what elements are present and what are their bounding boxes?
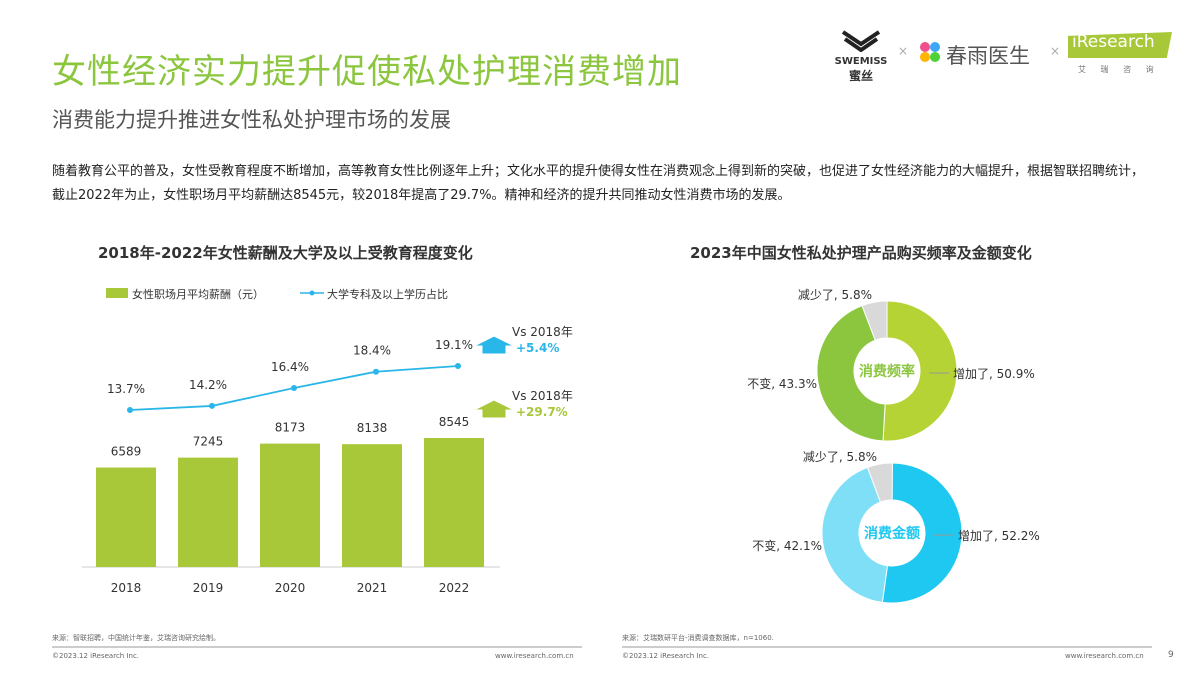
bar bbox=[424, 438, 484, 567]
bar-value-label: 6589 bbox=[111, 445, 142, 459]
donut-charts: 消费频率 增加了, 50.9% 不变, 43.3% 减少了, 5.8% 消费金额 增加了,… bbox=[747, 288, 1040, 604]
intro-paragraph: 随着教育公平的普及，女性受教育程度不断增加，高等教育女性比例逐年上升；文化水平的… bbox=[52, 164, 1145, 203]
separator: × bbox=[898, 44, 909, 58]
source-right: 来源：艾瑞数研平台-消费调查数据库，n=1060. bbox=[622, 634, 774, 642]
swemiss-text: SWEMISS bbox=[834, 56, 888, 67]
slice-label: 不变, 43.3% bbox=[747, 376, 817, 391]
iresearch-logo-text: iResearch bbox=[1072, 32, 1155, 52]
annotation-value: +29.7% bbox=[516, 405, 568, 419]
x-tick-label: 2020 bbox=[275, 581, 306, 595]
chunyu-logo-icon bbox=[918, 40, 942, 68]
x-tick-label: 2021 bbox=[357, 581, 388, 595]
divider bbox=[52, 646, 582, 648]
donut-slice bbox=[866, 462, 893, 503]
slice-label: 减少了, 5.8% bbox=[798, 288, 872, 302]
legend-swatch-bar bbox=[106, 288, 128, 298]
source-left: 来源：智联招聘，中国统计年鉴，艾瑞咨询研究绘制。 bbox=[52, 634, 220, 642]
donut-center-label: 消费频率 bbox=[859, 363, 915, 380]
line-value-label: 14.2% bbox=[189, 378, 227, 392]
x-tick-label: 2018 bbox=[111, 581, 142, 595]
legend-label-line: 大学专科及以上学历占比 bbox=[327, 287, 448, 301]
bar-chart-title: 2018年-2022年女性薪酬及大学及以上受教育程度变化 bbox=[98, 244, 473, 262]
swemiss-logo-icon bbox=[841, 30, 881, 53]
page-subtitle: 消费能力提升推进女性私处护理市场的发展 bbox=[52, 108, 451, 132]
up-arrow-icon bbox=[473, 335, 515, 355]
swemiss-cn-text: 蜜丝 bbox=[848, 69, 873, 83]
divider bbox=[622, 646, 1152, 648]
iresearch-cn-text: 艾 瑞 咨 询 bbox=[1078, 65, 1160, 74]
page-title: 女性经济实力提升促使私处护理消费增加 bbox=[52, 52, 682, 92]
bar-value-label: 8545 bbox=[439, 415, 470, 429]
bar-value-label: 8138 bbox=[357, 421, 388, 435]
iresearch-logo: iResearch bbox=[1068, 32, 1172, 58]
donut-slice bbox=[821, 466, 889, 603]
line-value-label: 16.4% bbox=[271, 360, 309, 374]
annotation-label: Vs 2018年 bbox=[512, 389, 573, 403]
copyright-right: ©2023.12 iResearch Inc. bbox=[622, 652, 710, 660]
legend-label-bar: 女性职场月平均薪酬（元） bbox=[132, 287, 264, 301]
line-point bbox=[373, 368, 379, 375]
bar bbox=[178, 457, 238, 567]
chunyu-logo-text: 春雨医生 bbox=[946, 44, 1030, 68]
x-tick-label: 2022 bbox=[439, 581, 470, 595]
annotation-value: +5.4% bbox=[516, 341, 559, 355]
donut-slice bbox=[816, 304, 886, 442]
slice-label: 增加了, 50.9% bbox=[953, 367, 1035, 381]
line-value-label: 18.4% bbox=[353, 344, 391, 358]
donut-center-label: 消费金额 bbox=[864, 525, 920, 542]
donut-slice bbox=[861, 300, 888, 341]
line-point bbox=[291, 384, 297, 391]
site-left: www.iresearch.com.cn bbox=[495, 652, 574, 660]
slice-label: 不变, 42.1% bbox=[752, 538, 822, 553]
page-number: 9 bbox=[1168, 650, 1174, 660]
separator: × bbox=[1050, 44, 1061, 58]
bar bbox=[260, 443, 320, 567]
slice-label: 增加了, 52.2% bbox=[958, 529, 1040, 543]
site-right: www.iresearch.com.cn bbox=[1065, 652, 1144, 660]
annotation-label: Vs 2018年 bbox=[512, 325, 573, 339]
slice-label: 减少了, 5.8% bbox=[803, 450, 877, 464]
legend-marker-line bbox=[309, 290, 315, 296]
bar-value-label: 8173 bbox=[275, 421, 306, 435]
line-value-label: 19.1% bbox=[435, 338, 473, 352]
line-point bbox=[209, 402, 215, 409]
bar bbox=[96, 467, 156, 567]
donut-slice bbox=[882, 300, 958, 442]
line-value-label: 13.7% bbox=[107, 382, 145, 396]
donut-slice bbox=[881, 462, 963, 604]
bar-value-label: 7245 bbox=[193, 435, 224, 449]
up-arrow-icon bbox=[473, 399, 515, 419]
line-point bbox=[127, 407, 133, 413]
donut-chart-title: 2023年中国女性私处护理产品购买频率及金额变化 bbox=[690, 244, 1032, 262]
bar-line-chart: 女性职场月平均薪酬（元） 大学专科及以上学历占比 6589 2018 13.7% 7245… bbox=[82, 287, 573, 595]
line-point bbox=[455, 362, 461, 369]
x-tick-label: 2019 bbox=[193, 581, 224, 595]
logo-swemiss: SWEMISS 蜜丝 bbox=[826, 30, 896, 84]
copyright-left: ©2023.12 iResearch Inc. bbox=[52, 652, 140, 660]
bar bbox=[342, 444, 402, 567]
